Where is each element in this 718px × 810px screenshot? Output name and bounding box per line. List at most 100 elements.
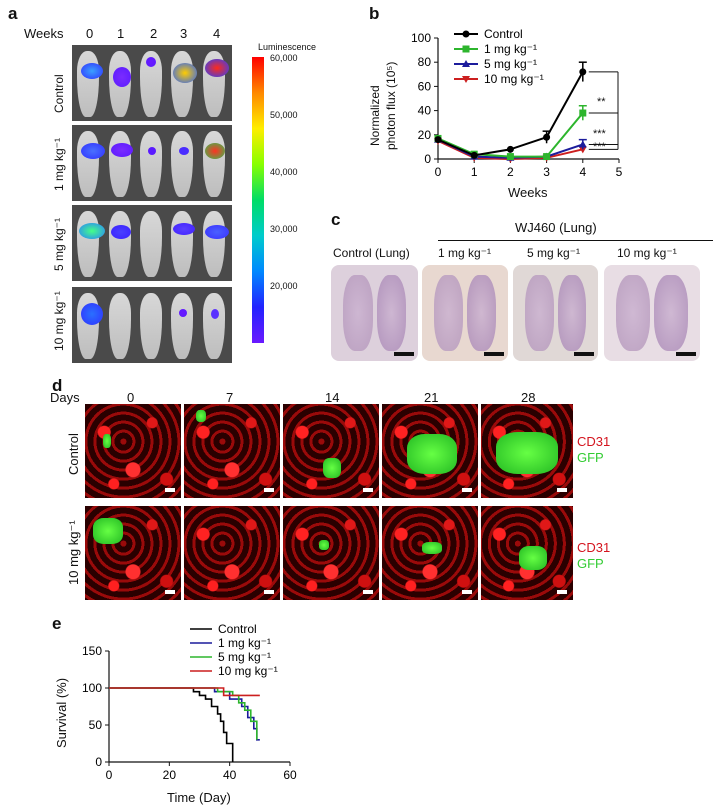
wj460-header: WJ460 (Lung) [515, 220, 597, 235]
mouse-silhouette [203, 211, 225, 277]
row-label-control: Control [66, 433, 81, 475]
x-tick-label: 3 [543, 165, 550, 179]
gfp-tumor-signal [407, 434, 457, 474]
row-label: 10 mg kg⁻¹ [52, 291, 66, 351]
stain-gfp-row2: GFP [577, 556, 604, 571]
y-tick-label: 20 [418, 128, 432, 142]
gfp-tumor-signal [319, 540, 329, 550]
scale-bar [363, 488, 373, 492]
x-tick-label: 2 [507, 165, 514, 179]
luminescence-signal [179, 309, 187, 317]
y-tick-label: 0 [95, 755, 102, 769]
legend-label: 10 mg kg⁻¹ [218, 664, 278, 678]
lung-lobe-left [525, 275, 554, 351]
survival-curve [109, 687, 258, 740]
micrograph [184, 506, 280, 600]
mouse-silhouette [203, 293, 225, 359]
scale-bar [165, 590, 175, 594]
luminescence-signal [79, 223, 105, 239]
panel-e-xlabel: Time (Day) [167, 790, 231, 805]
days-label: Days [50, 390, 80, 405]
gfp-tumor-signal [103, 434, 111, 448]
lung-lobe-left [434, 275, 463, 351]
x-tick-label: 1 [471, 165, 478, 179]
luminescence-signal [111, 225, 131, 239]
legend-label: 5 mg kg⁻¹ [484, 57, 537, 71]
row-label: Control [52, 74, 66, 113]
data-point [506, 145, 514, 153]
luminescence-signal [205, 59, 229, 77]
survival-curve [109, 687, 260, 697]
day-label: 14 [325, 390, 340, 405]
y-tick-label: 0 [424, 152, 431, 166]
colorbar-tick: 20,000 [270, 281, 298, 291]
micrograph [85, 404, 181, 498]
significance-5mg: *** [593, 128, 606, 140]
x-tick-label: 40 [223, 768, 237, 782]
x-tick-label: 5 [616, 165, 623, 179]
mouse-silhouette [171, 51, 193, 117]
row-label-10mg: 10 mg kg⁻¹ [66, 520, 81, 585]
panel-c-label: c [331, 210, 341, 229]
luminescence-signal [111, 143, 133, 157]
scale-bar [557, 488, 567, 492]
gfp-tumor-signal [496, 432, 558, 474]
survival-curve [109, 687, 234, 762]
week-label: 2 [150, 26, 158, 41]
mouse-silhouette [109, 211, 131, 277]
data-point [506, 153, 514, 161]
micrograph [283, 506, 379, 600]
luminescence-signal [81, 143, 105, 159]
week-label: 1 [117, 26, 125, 41]
y-tick-label: 100 [82, 681, 102, 695]
scale-bar [484, 352, 504, 356]
data-point [578, 146, 587, 154]
legend-marker [462, 30, 470, 38]
y-tick-label: 60 [418, 79, 432, 93]
mouse-silhouette [140, 293, 162, 359]
luminescence-signal [173, 63, 197, 83]
significance-10mg: *** [593, 141, 606, 153]
x-tick-label: 4 [579, 165, 586, 179]
stain-gfp-row1: GFP [577, 450, 604, 465]
mouse-silhouette [77, 51, 99, 117]
colorbar-tick: 30,000 [270, 224, 298, 234]
row-label: 1 mg kg⁻¹ [52, 137, 66, 191]
scale-bar [574, 352, 594, 356]
luminescence-signal [179, 147, 189, 155]
day-label: 0 [127, 390, 135, 405]
colorbar-tick: 40,000 [270, 167, 298, 177]
gfp-tumor-signal [422, 542, 442, 554]
x-tick-label: 0 [106, 768, 113, 782]
panel-b-xlabel: Weeks [508, 185, 548, 200]
lung-lobe-right [557, 275, 586, 351]
luminescence-signal [81, 303, 103, 325]
lung-label-1mg: 1 mg kg⁻¹ [438, 246, 492, 260]
legend-label: Control [484, 27, 523, 41]
luminescence-signal [148, 147, 156, 155]
panel-b-label: b [369, 4, 380, 23]
scale-bar [676, 352, 696, 356]
luminescence-signal [211, 309, 219, 319]
mouse-silhouette [171, 211, 193, 277]
luminescence-signal [205, 143, 225, 159]
micrograph [283, 404, 379, 498]
lung-lobe-right [467, 275, 496, 351]
data-point [578, 140, 587, 148]
stain-cd31-row2: CD31 [577, 540, 611, 555]
gfp-tumor-signal [519, 546, 547, 570]
mouse-silhouette [140, 131, 162, 197]
data-point [543, 153, 551, 161]
scale-bar [462, 488, 472, 492]
week-label: 3 [180, 26, 188, 41]
lung-lobe-right [376, 275, 406, 351]
colorbar-title: Luminescence [258, 42, 317, 52]
legend-marker [462, 45, 470, 53]
panel-a-label: a [8, 4, 18, 23]
scale-bar [394, 352, 414, 356]
mouse-silhouette [171, 131, 193, 197]
wj460-bracket [438, 240, 713, 241]
day-label: 28 [521, 390, 536, 405]
